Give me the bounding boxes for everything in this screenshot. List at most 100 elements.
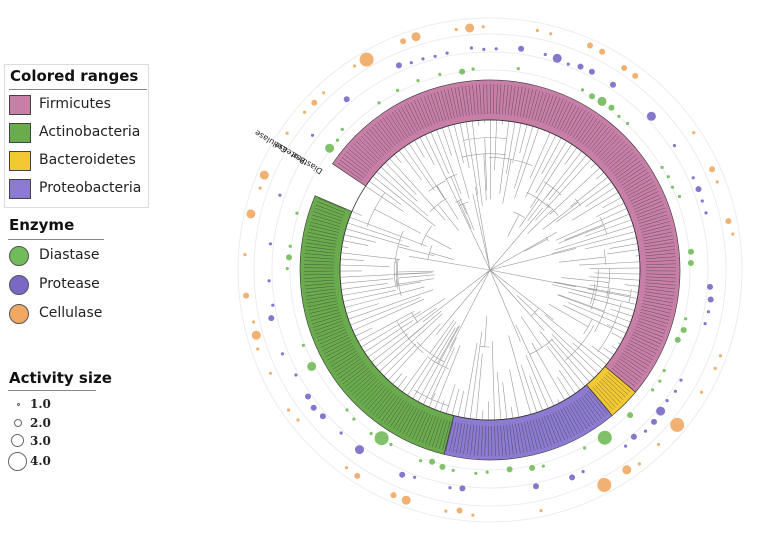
cellulase-dot — [587, 42, 593, 49]
activity-size-2-ring — [14, 419, 22, 427]
diastase-dot — [419, 459, 423, 463]
enzyme-title: Enzyme — [9, 216, 75, 234]
protease-dot — [707, 283, 713, 290]
protease-dot — [707, 296, 714, 303]
guide-ring — [253, 33, 727, 507]
cellulase-dot — [252, 320, 256, 324]
firmicutes-label: Firmicutes — [39, 96, 111, 112]
colored-ranges-legend: Colored ranges Firmicutes Actinobacteria… — [4, 64, 149, 208]
cellulase-dot — [599, 48, 606, 55]
protease-dot — [566, 62, 570, 66]
proteobacteria-swatch — [9, 179, 31, 199]
protease-dot — [577, 63, 584, 70]
protease-dot — [673, 389, 678, 393]
cellulase-dot — [549, 32, 553, 36]
cellulase-dot — [352, 64, 357, 68]
protease-dot — [643, 429, 648, 433]
cellulase-dot — [465, 23, 475, 33]
cellulase-dot — [303, 110, 307, 114]
protease-dot — [421, 57, 425, 61]
cellulase-dot — [311, 99, 318, 106]
cellulase-dot — [256, 347, 260, 351]
protease-dot — [268, 315, 275, 322]
cellulase-dot — [268, 371, 273, 375]
guide-rings — [237, 17, 743, 523]
protease-dot — [630, 433, 637, 440]
diastase-dot — [677, 194, 682, 199]
cellulase-dot — [287, 408, 291, 412]
cellulase-dot — [359, 52, 374, 67]
diastase-dot — [662, 369, 666, 373]
cellulase-dot — [354, 472, 361, 479]
diastase-dot — [541, 464, 545, 468]
protease-dot — [691, 176, 695, 180]
cellulase-dot — [715, 180, 719, 184]
diastase-dot — [589, 93, 595, 100]
colored-range-ring — [299, 79, 681, 461]
cellulase-dot — [718, 354, 723, 358]
cellulase-dot — [713, 366, 717, 370]
protease-legend-dot — [9, 275, 29, 295]
cellulase-dot — [344, 466, 348, 470]
diastase-dot — [597, 430, 612, 445]
diastase-dot — [307, 361, 317, 371]
diastase-dot — [670, 185, 675, 189]
protease-dot — [518, 45, 525, 52]
cellulase-dot — [243, 253, 247, 257]
protease-dot — [280, 352, 285, 356]
diastase-dot — [396, 88, 400, 92]
diastase-dot — [485, 470, 489, 474]
cellulase-dot — [637, 462, 642, 466]
diastase-dot — [688, 248, 694, 255]
protease-dot — [651, 418, 657, 425]
enzyme-rule — [8, 239, 104, 240]
cellulase-dot — [621, 65, 628, 71]
protease-dot — [271, 303, 275, 307]
activity-size-rule — [8, 390, 96, 391]
protease-dot — [581, 470, 585, 474]
protease-dot — [679, 378, 683, 382]
cellulase-dot — [258, 186, 262, 190]
enzyme-dots — [243, 23, 735, 517]
activity-size-4-ring — [8, 452, 27, 471]
diastase-dot — [471, 67, 475, 71]
cellulase-dot — [251, 330, 261, 340]
diastase-dot — [660, 165, 664, 169]
protease-dot — [700, 199, 704, 203]
cellulase-dot — [444, 509, 448, 513]
bacteroidetes-swatch — [9, 151, 31, 171]
cellulase-dot — [725, 218, 732, 225]
cellulase-dot — [400, 38, 407, 45]
proteobacteria-label: Proteobacteria — [39, 180, 142, 196]
diastase-dot — [674, 336, 681, 343]
diastase-dot — [345, 408, 349, 412]
cellulase-dot — [622, 465, 632, 475]
diastase-dot — [451, 468, 455, 472]
cellulase-dot — [411, 32, 421, 42]
bacteroidetes-label: Bacteroidetes — [39, 152, 136, 168]
protease-dot — [706, 310, 711, 314]
diastase-dot — [617, 114, 621, 118]
protease-dot — [656, 406, 666, 416]
protease-dot — [665, 399, 669, 403]
actinobacteria-label: Actinobacteria — [39, 124, 141, 140]
activity-size-3-ring — [11, 434, 24, 447]
diastase-dot — [438, 72, 442, 76]
activity-size-1-label: 1.0 — [30, 397, 51, 411]
cellulase-dot — [390, 492, 397, 499]
cellulase-dot — [656, 442, 661, 447]
diastase-dot — [369, 432, 373, 436]
cellulase-dot — [471, 513, 475, 517]
diastase-legend-dot — [9, 246, 29, 266]
diastase-dot — [286, 254, 292, 261]
cellulase-legend-label: Cellulase — [39, 305, 103, 321]
diastase-dot — [474, 471, 478, 475]
protease-dot — [319, 413, 326, 420]
diastase-dot — [627, 412, 634, 419]
protease-dot — [624, 444, 628, 448]
protease-dot — [469, 46, 473, 50]
cellulase-legend-dot — [9, 304, 29, 324]
diastase-dot — [377, 101, 381, 105]
cellulase-dot — [597, 478, 612, 492]
diastase-dot — [658, 379, 662, 383]
